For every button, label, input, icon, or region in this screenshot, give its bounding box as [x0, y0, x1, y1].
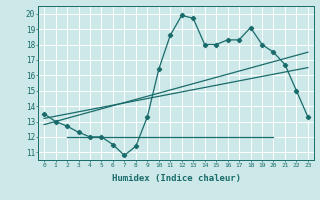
X-axis label: Humidex (Indice chaleur): Humidex (Indice chaleur)	[111, 174, 241, 183]
